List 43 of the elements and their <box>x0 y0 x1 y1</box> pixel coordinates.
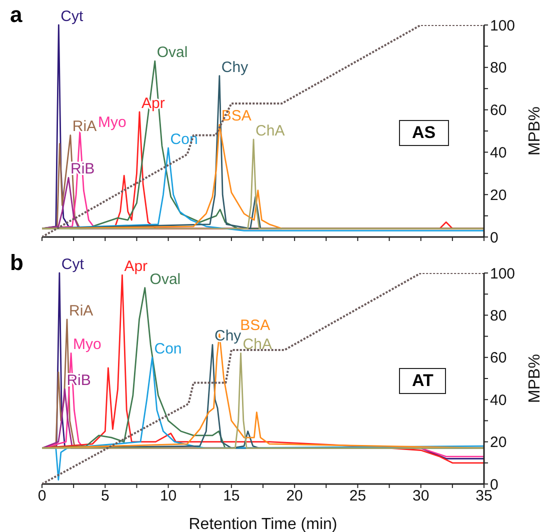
y-tick-label: 80 <box>490 60 507 77</box>
y-tick-label: 0 <box>490 476 498 494</box>
x-tick-label: 10 <box>160 488 177 505</box>
series-label: Oval <box>156 44 188 62</box>
x-tick-label: 25 <box>349 488 366 505</box>
series-label: Oval <box>150 270 181 288</box>
annotation: AT <box>399 368 446 394</box>
series-label: Apr <box>124 258 148 276</box>
series-label: Cyt <box>60 8 84 25</box>
y-tick-label: 100 <box>490 265 516 282</box>
series-label: ChA <box>242 336 272 354</box>
chart-title: a <box>10 2 22 28</box>
series-label: ChA <box>256 122 285 140</box>
x-tick-label: 5 <box>100 488 110 505</box>
series-label: RiA <box>72 118 97 136</box>
y-tick-label: 0 <box>490 229 498 246</box>
y-tick-label: 20 <box>490 186 507 204</box>
x-axis-title: Retention Time (min) <box>188 516 338 532</box>
x-tick-label: 35 <box>476 488 492 505</box>
x-tick-label: 30 <box>412 488 430 505</box>
series-label: RiA <box>69 302 94 320</box>
x-tick-label: 0 <box>38 488 46 505</box>
y-tick-label: 60 <box>490 102 507 120</box>
series-label: Cyt <box>61 256 85 273</box>
y-axis-title: MPB% <box>526 354 541 403</box>
y-tick-label: 40 <box>490 392 507 409</box>
series-label: Myo <box>73 336 102 354</box>
chart-title: b <box>10 250 24 276</box>
y-tick-label: 40 <box>490 144 507 162</box>
x-tick-label: 15 <box>223 488 240 505</box>
series-label: Con <box>154 340 182 358</box>
series-label: BSA <box>221 108 252 125</box>
series-label: Con <box>170 130 198 148</box>
series-label: Myo <box>98 114 126 131</box>
series-label: BSA <box>240 317 270 334</box>
x-tick-label: 20 <box>286 488 303 505</box>
y-tick-label: 20 <box>490 434 507 452</box>
y-tick-label: 60 <box>490 350 507 367</box>
y-axis-title: MPB% <box>526 106 541 156</box>
series-label: Chy <box>221 58 249 76</box>
annotation: AS <box>399 120 449 146</box>
y-tick-label: 80 <box>490 308 507 325</box>
y-tick-label: 100 <box>490 17 516 34</box>
